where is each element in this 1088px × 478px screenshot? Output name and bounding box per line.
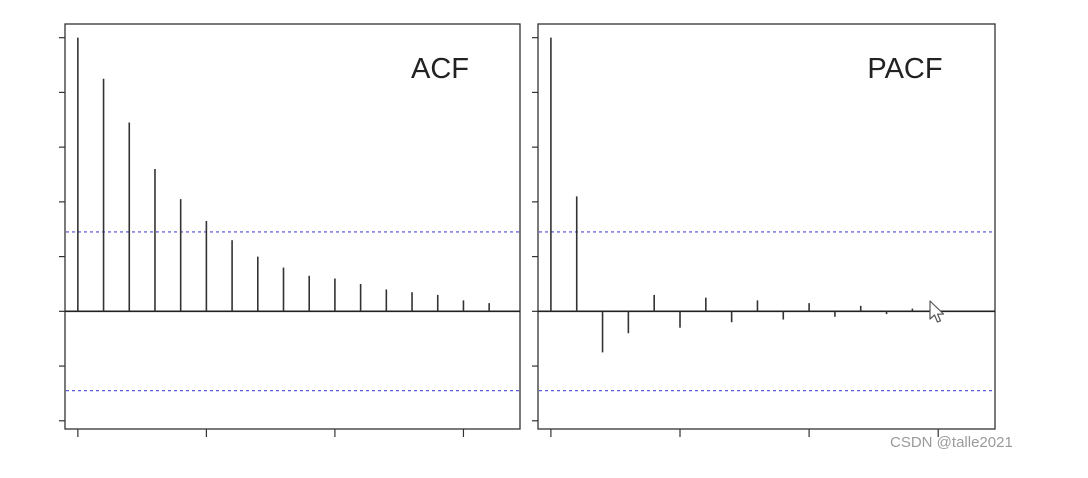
plot-frame [64, 23, 521, 430]
chart-title: ACF [411, 53, 469, 85]
pacf-panel: PACF [532, 23, 996, 437]
chart-title: PACF [867, 53, 942, 85]
watermark-text: CSDN @talle2021 [890, 434, 1013, 451]
plot-frame [537, 23, 996, 430]
acf-panel: ACF [59, 23, 521, 437]
mouse-cursor-icon [929, 300, 945, 323]
